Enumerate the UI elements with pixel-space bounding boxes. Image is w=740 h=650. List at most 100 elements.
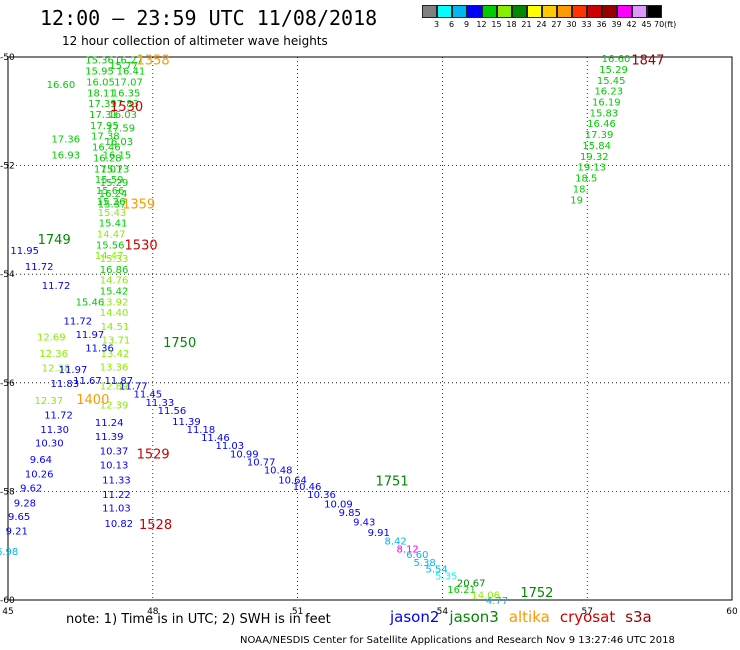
pass-time-label: 1751 — [376, 475, 409, 490]
swh-value-label: 16.27 — [114, 56, 143, 67]
swh-value-label: 16.41 — [117, 67, 146, 78]
satellite-jason3: jason3 — [449, 608, 499, 626]
swh-value-label: 6.98 — [0, 547, 18, 558]
y-tick-label: -54 — [0, 270, 15, 280]
satellite-cryosat: cryosat — [559, 608, 616, 626]
swh-value-label: 9.85 — [339, 508, 361, 519]
swh-value-label: 9.65 — [8, 512, 30, 523]
swh-value-label: 17.31 — [89, 110, 118, 121]
swh-value-label: 16.60 — [602, 54, 631, 65]
colorbar-label: 27 — [551, 20, 562, 29]
x-tick-label: 54 — [437, 607, 449, 617]
swh-value-label: 11.77 — [119, 382, 148, 393]
swh-value-label: 16.19 — [592, 98, 621, 109]
swh-value-label: 16.03 — [105, 137, 134, 148]
satellite-jason2: jason2 — [390, 608, 440, 626]
swh-value-label: 16.93 — [51, 151, 80, 162]
swh-value-label: 14.47 — [95, 251, 124, 262]
swh-value-label: 11.97 — [76, 330, 105, 341]
y-tick-label: -52 — [0, 162, 15, 172]
swh-value-label: 16.46 — [587, 119, 616, 130]
colorbar-swatch — [527, 5, 542, 18]
y-tick-label: -58 — [0, 487, 15, 497]
swh-value-label: 20.67 — [457, 579, 486, 590]
swh-value-label: 10.26 — [25, 469, 54, 480]
swh-value-label: 11.72 — [64, 316, 93, 327]
swh-value-label: 10.37 — [100, 447, 129, 458]
colorbar-label: 6 — [448, 20, 455, 29]
swh-value-label: 11.95 — [10, 246, 39, 257]
y-tick-label: -56 — [0, 379, 15, 389]
swh-value-label: 13.71 — [102, 335, 131, 346]
swh-value-label: 17.95 — [90, 121, 119, 132]
swh-value-label: 15.29 — [100, 178, 129, 189]
pass-time-label: 1400 — [76, 393, 109, 408]
x-tick-label: 48 — [147, 607, 159, 617]
swh-value-label: 15.56 — [96, 240, 125, 251]
colorbar-swatch — [587, 5, 602, 18]
swh-value-label: 17.83 — [110, 99, 139, 110]
swh-value-label: 12.89 — [100, 382, 129, 393]
colorbar-swatch — [542, 5, 557, 18]
pass-time-label: 1528 — [139, 518, 172, 533]
swh-value-label: 15.37 — [98, 200, 127, 211]
swh-value-label: 11.46 — [201, 433, 230, 444]
swh-value-label: 11.30 — [40, 425, 69, 436]
colorbar-swatch — [467, 5, 482, 18]
x-tick-label: 51 — [292, 607, 303, 617]
swh-value-label: 14.47 — [97, 229, 126, 240]
colorbar-labels: 3 6 9 12 15 18 21 24 27 30 33 36 39 42 45 70(ft) — [422, 18, 684, 29]
colorbar-swatch — [617, 5, 632, 18]
swh-value-label: 10.48 — [264, 466, 293, 477]
colorbar-swatch — [497, 5, 512, 18]
swh-value-label: 16.15 — [103, 151, 132, 162]
swh-value-label: 11.87 — [105, 376, 134, 387]
swh-value-label: 15.29 — [599, 65, 628, 76]
colorbar-swatch — [482, 5, 497, 18]
swh-value-label: 10.09 — [324, 499, 353, 510]
swh-value-label: 8.42 — [384, 536, 406, 547]
swh-value-label: 15.36 — [85, 56, 114, 67]
swh-value-label: 9.28 — [14, 498, 36, 509]
swh-value-label: 12.39 — [100, 401, 129, 412]
swh-value-label: 16.86 — [100, 265, 129, 276]
swh-value-label: 6.60 — [406, 550, 428, 561]
swh-value-label: 19.13 — [578, 163, 607, 174]
colorbar-label: 42 — [626, 20, 637, 29]
swh-value-label: 11.36 — [85, 344, 114, 355]
pass-time-label: 1358 — [137, 54, 170, 69]
swh-value-label: 14.40 — [100, 308, 129, 319]
swh-value-label: 10.77 — [247, 458, 276, 469]
swh-value-label: 15.46 — [76, 297, 105, 308]
swh-value-label: 15.59 — [95, 175, 124, 186]
colorbar-label: 70(ft) — [654, 20, 677, 29]
y-tick-label: -50 — [0, 53, 15, 63]
swh-value-label: 9.91 — [368, 528, 390, 539]
pass-time-label: 1749 — [38, 233, 71, 248]
colorbar-label: 3 — [433, 20, 440, 29]
swh-value-label: 17.01 — [94, 164, 123, 175]
swh-value-label: 16.35 — [112, 88, 141, 99]
swh-value-label: 10.64 — [278, 475, 307, 486]
colorbar-label: 9 — [463, 20, 470, 29]
pass-time-label: 1530 — [110, 100, 143, 115]
swh-value-label: 10.99 — [230, 449, 259, 460]
swh-value-label: 5.38 — [413, 558, 435, 569]
colorbar-swatch — [557, 5, 572, 18]
satellite-altika: altika — [508, 608, 550, 626]
swh-value-label: 11.83 — [50, 379, 79, 390]
swh-value-label: 16.28 — [93, 153, 122, 164]
swh-value-label: 13.42 — [101, 349, 130, 360]
swh-value-label: 17.39 — [88, 99, 117, 110]
pass-time-label: 1847 — [631, 54, 664, 69]
y-tick-label: -60 — [0, 596, 15, 606]
swh-value-label: 14.51 — [101, 322, 130, 333]
swh-value-label: 15.43 — [98, 208, 127, 219]
colorbar-label: 18 — [506, 20, 517, 29]
swh-value-label: 10.30 — [35, 439, 64, 450]
swh-value-label: 9.43 — [353, 517, 375, 528]
satellite-legend: jason2 jason3 altika cryosat s3a — [390, 608, 662, 626]
page-title: 12:00 – 23:59 UTC 11/08/2018 — [40, 6, 378, 30]
swh-value-label: 17.59 — [106, 124, 135, 135]
